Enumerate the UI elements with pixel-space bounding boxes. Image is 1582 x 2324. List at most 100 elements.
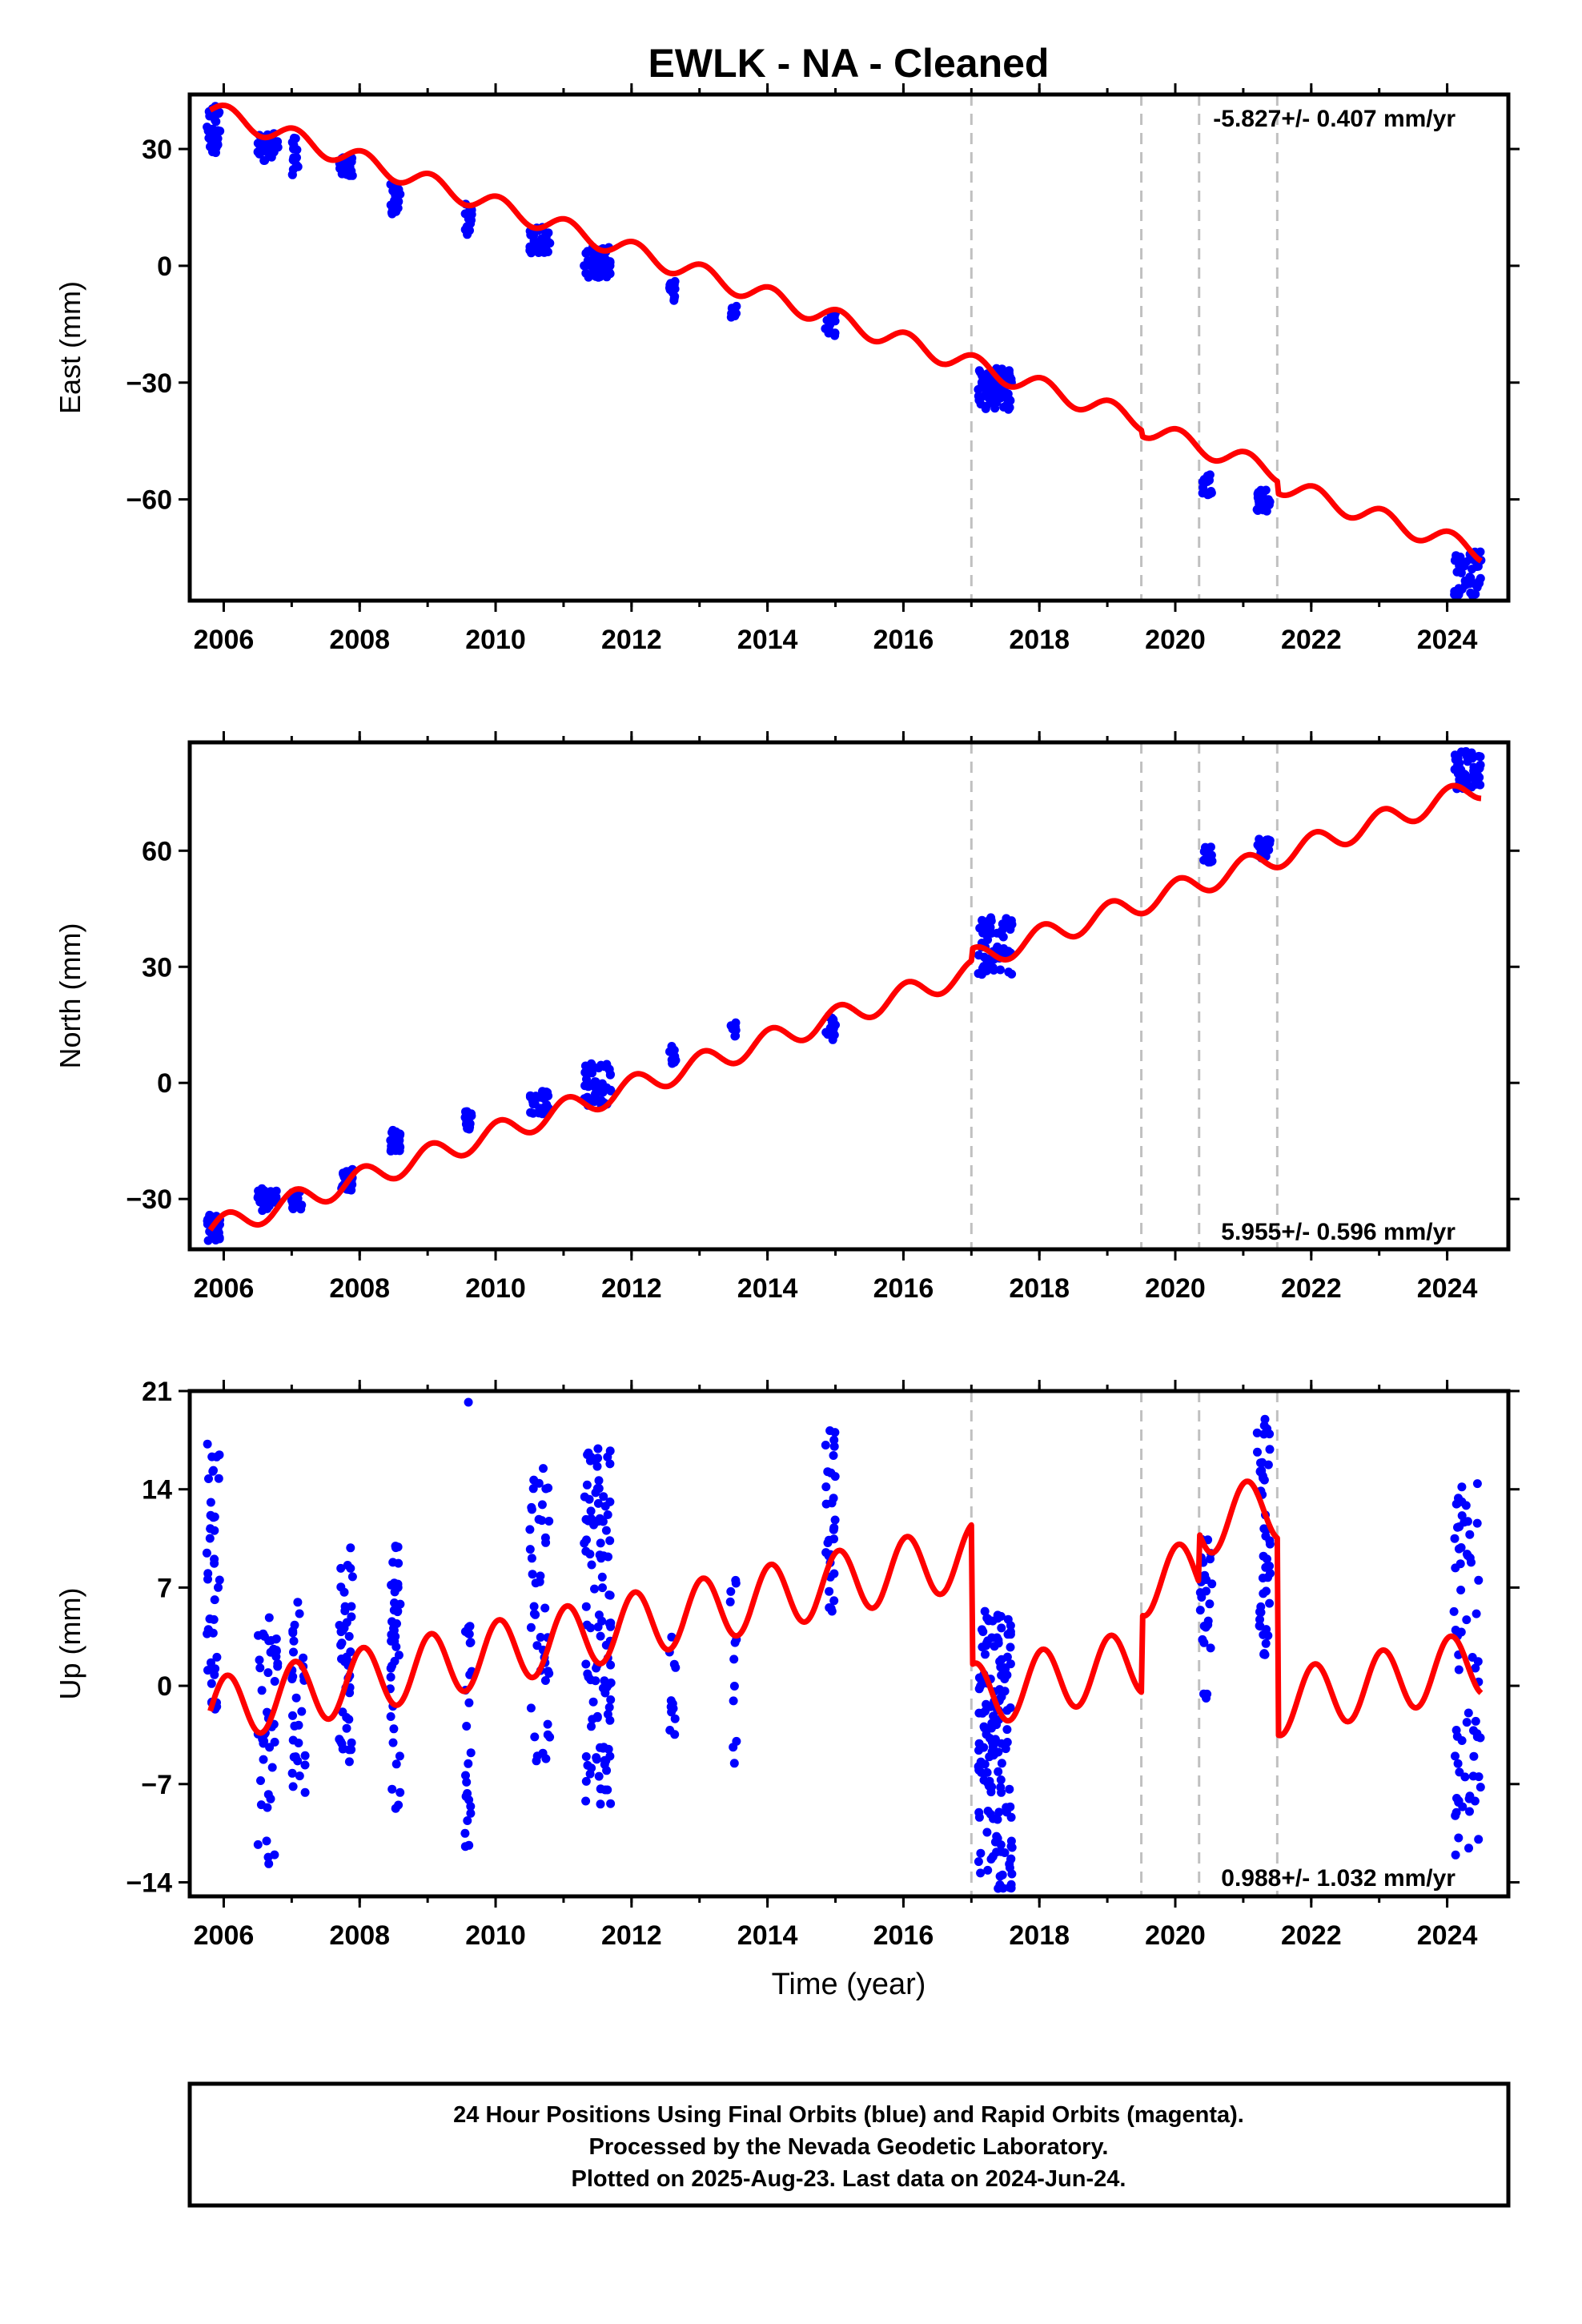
data-point xyxy=(987,1723,996,1733)
data-point xyxy=(596,1060,606,1070)
data-point xyxy=(526,243,536,253)
data-point xyxy=(1006,1642,1015,1652)
data-point xyxy=(586,1514,596,1523)
data-point xyxy=(1450,1534,1460,1543)
data-point xyxy=(597,1081,607,1091)
data-point xyxy=(463,1816,472,1825)
data-point xyxy=(1457,1482,1467,1492)
data-point xyxy=(1007,1869,1017,1879)
data-point xyxy=(997,1655,1006,1664)
data-point xyxy=(1005,1784,1014,1794)
data-point xyxy=(340,1606,350,1615)
y-tick-label: 60 xyxy=(142,836,172,866)
data-point xyxy=(581,1602,591,1611)
data-point xyxy=(670,1714,680,1723)
data-point xyxy=(666,1702,676,1711)
data-point xyxy=(1261,485,1271,495)
data-point xyxy=(1460,770,1469,779)
x-tick-label: 2020 xyxy=(1145,1273,1206,1304)
data-point xyxy=(395,1751,404,1761)
data-point xyxy=(587,1560,596,1570)
y-tick-label: −14 xyxy=(126,1868,172,1898)
data-point xyxy=(583,1669,592,1679)
data-point xyxy=(390,1598,399,1607)
x-tick-label: 2022 xyxy=(1281,625,1342,655)
data-point xyxy=(669,296,679,305)
data-point xyxy=(605,1497,615,1506)
x-tick-label: 2024 xyxy=(1417,1920,1478,1951)
data-point xyxy=(594,1476,604,1486)
data-point xyxy=(1452,1498,1462,1508)
data-point xyxy=(207,1212,217,1221)
data-point xyxy=(270,1677,279,1686)
data-point xyxy=(979,1775,989,1785)
data-point xyxy=(1006,916,1016,926)
data-point xyxy=(986,1855,996,1864)
data-point xyxy=(667,1632,677,1642)
data-point xyxy=(826,1604,836,1614)
x-tick-label: 2010 xyxy=(465,1273,526,1304)
data-point xyxy=(606,1799,616,1808)
data-point xyxy=(288,1711,297,1720)
data-point xyxy=(592,1484,602,1493)
x-tick-label: 2016 xyxy=(873,625,934,655)
data-point xyxy=(603,1679,612,1689)
data-point xyxy=(297,1707,307,1716)
data-point xyxy=(542,1104,552,1114)
data-point xyxy=(536,1571,545,1581)
data-point xyxy=(300,1760,310,1770)
data-point xyxy=(346,1563,355,1573)
data-point xyxy=(204,1474,213,1483)
data-point xyxy=(273,137,283,147)
data-point xyxy=(300,1751,310,1760)
data-point xyxy=(300,1787,310,1797)
data-point xyxy=(974,1739,984,1748)
data-point xyxy=(995,1872,1005,1881)
data-point xyxy=(532,1641,542,1651)
data-point xyxy=(996,965,1005,975)
data-point xyxy=(1457,1736,1467,1745)
data-point xyxy=(390,1130,400,1140)
data-point xyxy=(1259,1475,1269,1485)
data-point xyxy=(541,1484,551,1494)
data-point xyxy=(528,1108,538,1118)
data-point xyxy=(390,195,400,205)
data-point xyxy=(829,1494,838,1503)
x-tick-label: 2014 xyxy=(737,1920,798,1951)
data-point xyxy=(462,1722,472,1731)
data-point xyxy=(606,1086,616,1096)
data-point xyxy=(1457,747,1467,757)
data-point xyxy=(288,165,298,175)
data-point xyxy=(461,225,471,235)
data-point xyxy=(387,1784,397,1794)
data-point xyxy=(460,209,470,219)
data-point xyxy=(388,1738,398,1747)
data-point xyxy=(539,1464,548,1474)
data-point xyxy=(393,1542,403,1552)
data-point xyxy=(530,1732,540,1742)
y-axis-label-up: Up (mm) xyxy=(54,1588,86,1700)
data-point xyxy=(731,1575,741,1585)
data-point xyxy=(396,190,405,199)
data-point xyxy=(1003,398,1013,408)
data-point xyxy=(391,1632,400,1641)
data-point xyxy=(730,1031,740,1041)
y-tick-label: −60 xyxy=(126,485,172,516)
data-point xyxy=(1472,1518,1482,1528)
plot-frame xyxy=(187,92,1511,603)
footer-line-2: Processed by the Nevada Geodetic Laborat… xyxy=(589,2134,1109,2160)
data-point xyxy=(582,1535,591,1545)
x-tick-label: 2006 xyxy=(194,625,255,655)
data-point xyxy=(592,1753,601,1763)
data-point xyxy=(824,324,833,334)
footer-line-3: Plotted on 2025-Aug-23. Last data on 202… xyxy=(572,2166,1126,2192)
data-point xyxy=(821,1482,831,1492)
data-point xyxy=(1472,1479,1482,1489)
data-point xyxy=(989,1814,998,1823)
data-point xyxy=(391,1803,400,1813)
data-point xyxy=(830,1515,840,1525)
data-point xyxy=(604,263,613,272)
data-point xyxy=(266,1187,275,1196)
data-point xyxy=(829,1523,839,1533)
data-point xyxy=(729,1759,739,1768)
